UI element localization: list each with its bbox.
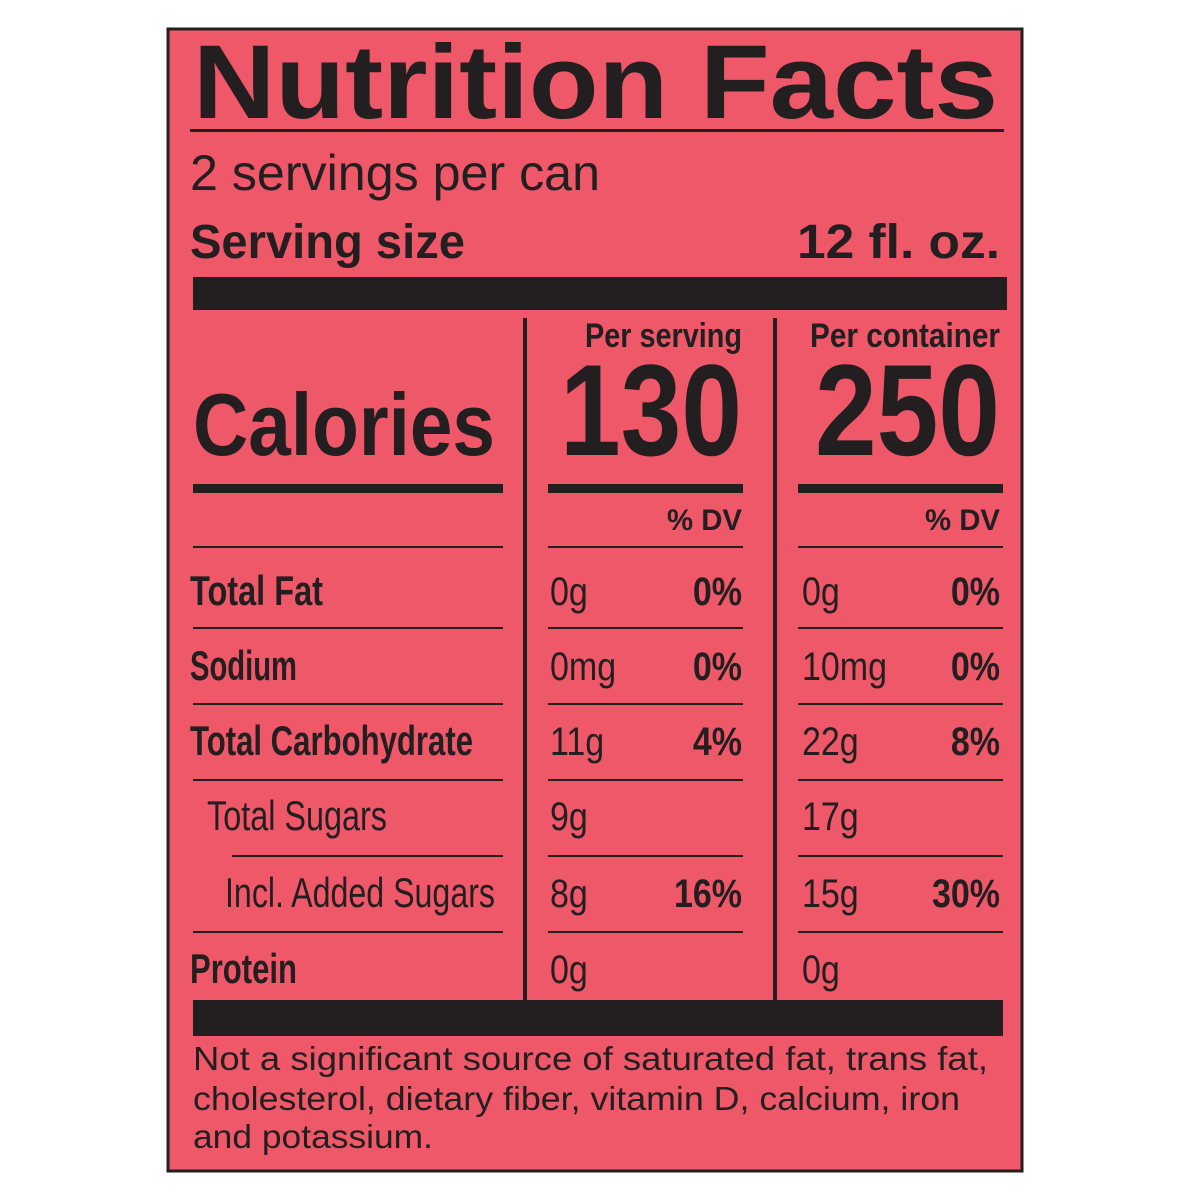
- daily-value: 4%: [693, 718, 742, 763]
- serving-size-value: 12 fl. oz.: [797, 216, 1000, 269]
- servings: 2 servings per can: [190, 145, 600, 201]
- footnote-line: Not a significant source of saturated fa…: [193, 1040, 988, 1077]
- row-rule: [798, 546, 1003, 548]
- amount: 0g: [802, 946, 840, 991]
- row-rule: [548, 779, 743, 781]
- row-rule: [798, 703, 1003, 705]
- thick-bar: [193, 277, 1007, 310]
- calories-rule: [193, 484, 503, 493]
- daily-value: 0%: [693, 568, 742, 613]
- nutrient-name: Protein: [190, 945, 297, 992]
- nutrient-name: Total Fat: [190, 567, 323, 614]
- amount: 0g: [802, 568, 840, 613]
- dv-header: % DV: [925, 504, 1000, 537]
- amount: 10mg: [802, 643, 887, 688]
- label-box: [166, 27, 1024, 1173]
- amount: 8g: [550, 870, 588, 915]
- row-rule: [193, 703, 503, 705]
- row-rule: [193, 546, 503, 548]
- row-rule: [232, 855, 503, 857]
- row-rule: [798, 931, 1003, 933]
- amount: 0mg: [550, 643, 616, 688]
- calories-rule: [798, 484, 1003, 493]
- daily-value: 0%: [693, 643, 742, 688]
- row-rule: [193, 779, 503, 781]
- row-rule: [798, 627, 1003, 629]
- nutrient-name: Incl. Added Sugars: [225, 869, 495, 916]
- rule: [190, 129, 1004, 132]
- row-rule: [548, 546, 743, 548]
- row-rule: [548, 627, 743, 629]
- calories-value: 130: [560, 337, 742, 483]
- column-header: Per container: [810, 317, 1000, 355]
- calories-value: 250: [815, 337, 1000, 483]
- row-rule: [798, 779, 1003, 781]
- daily-value: 8%: [951, 718, 1000, 763]
- amount: 0g: [550, 568, 588, 613]
- amount: 22g: [802, 718, 859, 763]
- daily-value: 0%: [951, 643, 1000, 688]
- amount: 17g: [802, 793, 859, 838]
- row-rule: [193, 931, 503, 933]
- nutrient-name: Total Carbohydrate: [190, 717, 473, 764]
- serving-size-label: Serving size: [190, 216, 465, 269]
- row-rule: [548, 931, 743, 933]
- column-header: Per serving: [585, 317, 742, 355]
- row-rule: [548, 703, 743, 705]
- daily-value: 16%: [674, 870, 742, 915]
- amount: 0g: [550, 946, 588, 991]
- dv-header: % DV: [667, 504, 742, 537]
- daily-value: 30%: [932, 870, 1000, 915]
- footnote-line: cholesterol, dietary fiber, vitamin D, c…: [193, 1080, 960, 1117]
- calories-rule: [548, 484, 743, 493]
- row-rule: [548, 855, 743, 857]
- row-rule: [798, 855, 1003, 857]
- amount: 11g: [550, 718, 604, 763]
- column-divider: [773, 318, 777, 1000]
- amount: 15g: [802, 870, 859, 915]
- title: Nutrition Facts: [193, 24, 998, 141]
- calories-label: Calories: [193, 375, 495, 474]
- row-rule: [193, 627, 503, 629]
- nutrient-name: Total Sugars: [207, 792, 387, 839]
- daily-value: 0%: [951, 568, 1000, 613]
- amount: 9g: [550, 793, 588, 838]
- footnote-line: and potassium.: [193, 1118, 433, 1155]
- thick-bar: [193, 1000, 1003, 1036]
- nutrient-name: Sodium: [190, 642, 297, 689]
- column-divider: [523, 318, 527, 1000]
